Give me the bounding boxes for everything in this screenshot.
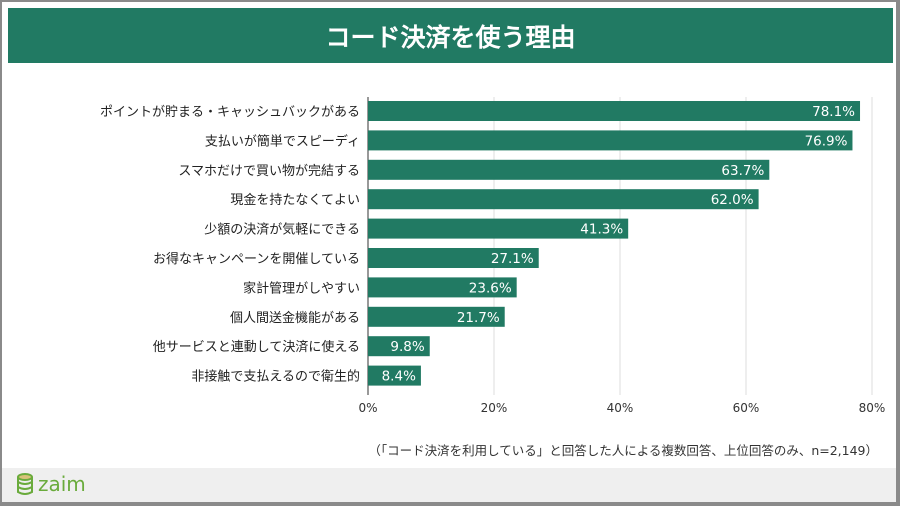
category-label: スマホだけで買い物が完結する [178, 164, 360, 179]
bar [368, 336, 430, 357]
category-label: 少額の決済が気軽にできる [204, 222, 360, 238]
bar [368, 306, 505, 327]
data-label: 27.1% [491, 251, 534, 267]
footnote: （「コード決済を利用している」と回答した人による複数回答、上位回答のみ、n=2,… [368, 443, 878, 458]
category-label: 家計管理がしやすい [243, 280, 360, 296]
category-label: ポイントが貯まる・キャッシュバックがある [100, 105, 360, 120]
data-label: 23.6% [469, 280, 512, 296]
data-label: 41.3% [580, 222, 623, 238]
chart-title: コード決済を使う理由 [325, 22, 576, 52]
category-label: 非接触で支払えるので衛生的 [191, 369, 360, 385]
x-tick-label: 80% [859, 401, 886, 415]
category-label: 他サービスと連動して決済に使える [153, 339, 360, 355]
data-label: 78.1% [812, 104, 855, 120]
bar [368, 159, 770, 180]
logo-text: zaim [38, 472, 86, 496]
bar [368, 189, 759, 210]
bar [368, 130, 853, 151]
zaim-logo: zaim [16, 472, 86, 496]
bar-chart: 0% 20% 40% 60% 80% 78.1% ポイントが貯まる・キャッシュバックがある 7… [100, 97, 886, 415]
data-label: 63.7% [721, 163, 764, 179]
data-label: 9.8% [390, 339, 424, 355]
x-tick-label: 60% [733, 401, 760, 415]
category-label: 支払いが簡単でスピーディ [205, 133, 360, 149]
x-tick-label: 20% [481, 401, 508, 415]
bar [368, 248, 539, 268]
bar [368, 218, 629, 239]
data-label: 8.4% [382, 369, 416, 385]
category-label: 個人間送金機能がある [230, 310, 360, 326]
data-label: 21.7% [457, 310, 500, 326]
bar [368, 101, 861, 121]
data-label: 76.9% [805, 133, 848, 149]
x-tick-label: 40% [607, 401, 634, 415]
bar [368, 365, 421, 386]
x-tick-label: 0% [358, 401, 377, 415]
bar [368, 277, 517, 298]
category-label: お得なキャンペーンを開催している [153, 251, 360, 267]
footer: zaim [2, 468, 896, 502]
data-label: 62.0% [711, 192, 754, 208]
category-label: 現金を持たなくてよい [230, 192, 360, 208]
coin-stack-icon [17, 473, 33, 495]
title-bar: コード決済を使う理由 [8, 8, 893, 63]
